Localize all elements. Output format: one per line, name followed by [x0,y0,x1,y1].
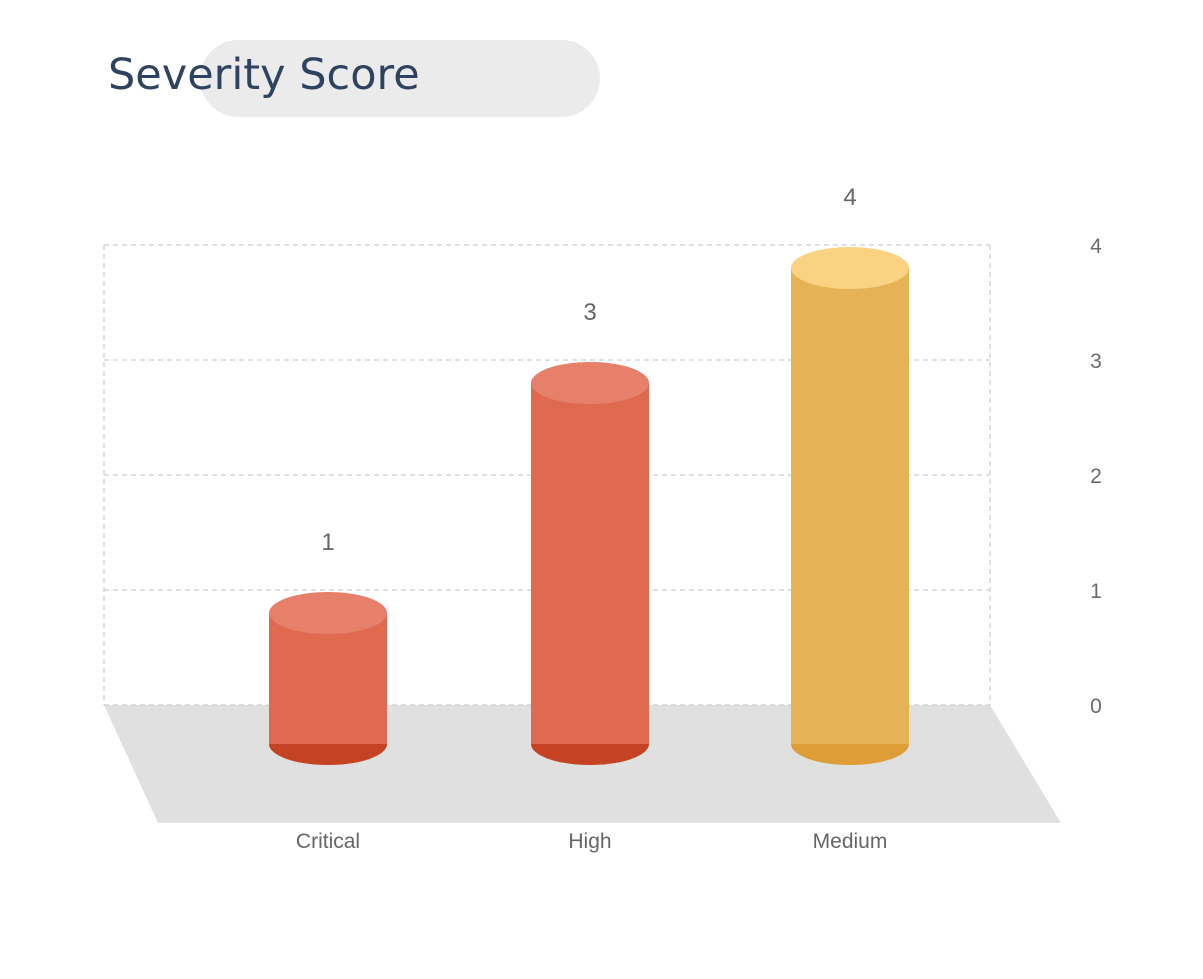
bar-top [791,247,909,289]
y-tick-label: 1 [1090,580,1102,603]
data-label: 4 [843,184,856,211]
bar-body [531,383,649,744]
title-background-pill [200,40,600,117]
data-label: 3 [583,299,596,326]
bar-top [531,362,649,404]
x-tick-label: Medium [813,830,888,853]
bar-body [791,268,909,744]
y-tick-label: 0 [1090,695,1102,718]
bars-layer [269,247,909,765]
bar-high [531,362,649,765]
y-tick-label: 3 [1090,350,1102,373]
bar-medium [791,247,909,765]
chart-title: Severity Score [108,50,420,100]
bar-top [269,592,387,634]
labels-layer: 1 3 4 Critical High Medium 0 1 2 3 4 [296,184,1102,853]
bar-body [269,613,387,744]
x-tick-label: Critical [296,830,360,853]
data-label: 1 [321,529,334,556]
bar-critical [269,592,387,765]
x-tick-label: High [568,830,611,853]
y-tick-label: 2 [1090,465,1102,488]
y-tick-label: 4 [1090,235,1102,258]
